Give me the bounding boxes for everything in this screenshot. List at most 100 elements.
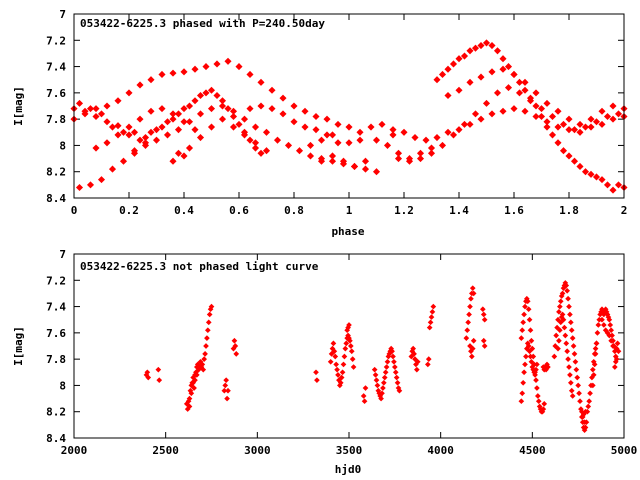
- data-point: [568, 319, 574, 326]
- data-point: [590, 372, 597, 378]
- y-tick-label: 8.4: [46, 192, 66, 205]
- data-point: [301, 123, 309, 131]
- data-point: [499, 55, 507, 63]
- data-point: [92, 112, 100, 121]
- data-point: [383, 141, 392, 149]
- data-point: [559, 311, 566, 318]
- data-point: [520, 379, 526, 386]
- data-point: [449, 60, 458, 68]
- data-point: [394, 155, 403, 163]
- data-point: [612, 364, 618, 370]
- data-point: [191, 126, 199, 134]
- data-point: [103, 118, 111, 126]
- data-point: [541, 401, 548, 407]
- data-point: [603, 112, 612, 121]
- data-point: [229, 112, 238, 121]
- data-point: [477, 42, 485, 50]
- data-point: [499, 65, 507, 73]
- data-point: [499, 107, 507, 115]
- data-point: [349, 356, 356, 362]
- data-point: [455, 126, 463, 134]
- data-point: [180, 105, 188, 113]
- data-point: [428, 314, 435, 320]
- data-point: [152, 136, 161, 144]
- data-point: [568, 379, 574, 386]
- data-point: [430, 303, 437, 310]
- unphased-y-axis-label: I[mag]: [12, 326, 25, 366]
- data-point: [524, 298, 531, 305]
- data-point: [548, 112, 557, 121]
- data-point: [414, 358, 421, 365]
- data-point: [262, 128, 271, 136]
- data-point: [525, 343, 532, 349]
- data-point: [481, 343, 488, 349]
- data-point: [379, 390, 385, 397]
- data-point: [438, 141, 447, 149]
- data-point: [470, 337, 477, 344]
- x-tick-label: 0: [71, 204, 78, 217]
- data-point: [576, 128, 584, 136]
- data-point: [568, 387, 575, 394]
- data-point: [188, 390, 195, 397]
- data-point: [426, 324, 433, 331]
- data-point: [572, 358, 579, 365]
- x-tick-label: 1.8: [559, 204, 579, 217]
- data-point: [561, 324, 568, 331]
- data-point: [290, 118, 298, 126]
- data-point: [535, 398, 542, 405]
- data-point: [374, 382, 381, 389]
- data-point: [591, 361, 598, 368]
- data-point: [332, 353, 339, 360]
- data-point: [525, 306, 532, 313]
- data-point: [339, 369, 346, 376]
- data-point: [125, 131, 133, 139]
- data-point: [290, 102, 298, 110]
- data-point: [567, 311, 573, 318]
- data-point: [378, 395, 384, 402]
- y-tick-label: 7.6: [46, 87, 66, 100]
- data-point: [405, 157, 414, 165]
- data-point: [585, 403, 592, 410]
- data-point: [389, 131, 397, 139]
- data-point: [262, 147, 271, 155]
- data-point: [568, 327, 575, 334]
- data-point: [449, 131, 458, 139]
- data-point: [207, 105, 216, 113]
- data-point: [587, 115, 595, 123]
- data-point: [346, 322, 352, 328]
- data-point: [224, 57, 232, 65]
- data-point: [345, 123, 353, 131]
- data-point: [584, 408, 591, 415]
- data-point: [520, 319, 526, 326]
- data-point: [334, 366, 340, 373]
- data-point: [608, 327, 614, 334]
- data-point: [334, 120, 342, 128]
- data-point: [564, 348, 570, 355]
- data-point: [163, 118, 172, 126]
- phased-light-curve-panel: 053422-6225.3 phased with P=240.50day I[…: [12, 8, 628, 238]
- y-tick-label: 7.8: [46, 353, 66, 366]
- data-point: [593, 340, 600, 347]
- data-point: [521, 107, 529, 115]
- data-point: [480, 337, 487, 344]
- data-point: [155, 366, 162, 373]
- data-point: [586, 398, 592, 405]
- data-point: [207, 86, 216, 94]
- data-point: [224, 395, 230, 402]
- data-point: [532, 112, 540, 121]
- data-point: [314, 377, 320, 383]
- data-point: [554, 123, 562, 131]
- data-point: [257, 78, 265, 86]
- data-point: [203, 343, 209, 349]
- data-point: [206, 311, 213, 318]
- data-point: [347, 337, 353, 344]
- x-tick-label: 0.8: [284, 204, 304, 217]
- data-point: [566, 303, 572, 310]
- data-point: [381, 379, 387, 386]
- data-point: [427, 319, 434, 326]
- data-point: [233, 351, 240, 357]
- data-point: [480, 306, 486, 313]
- data-point: [570, 126, 579, 134]
- x-tick-label: 5000: [611, 444, 638, 457]
